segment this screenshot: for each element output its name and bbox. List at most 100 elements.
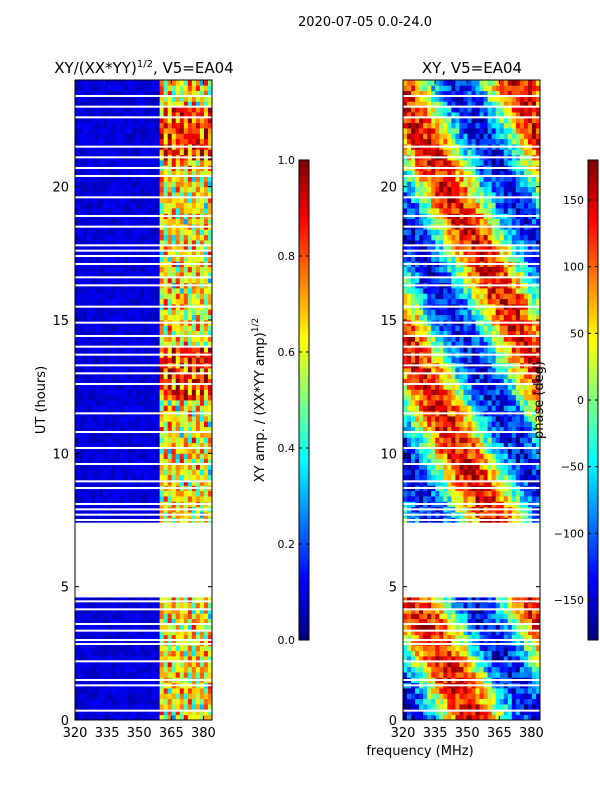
heatmap-cell — [431, 693, 436, 700]
heatmap-cell — [83, 496, 88, 502]
heatmap-cell — [167, 405, 173, 412]
heatmap-cell — [107, 186, 112, 193]
heatmap-cell — [171, 85, 177, 92]
heatmap-cell — [187, 714, 193, 721]
heatmap-cell — [199, 464, 205, 470]
x-tick-label: 350 — [127, 726, 152, 741]
heatmap-cell — [131, 192, 136, 198]
gap-line — [75, 263, 212, 265]
heatmap-cell — [163, 197, 169, 204]
heatmap-cell — [407, 634, 412, 641]
heatmap-cell — [123, 384, 128, 390]
heatmap-cell — [463, 624, 468, 630]
heatmap-cell — [463, 634, 468, 641]
heatmap-cell — [87, 192, 92, 198]
heatmap-cell — [495, 608, 501, 614]
heatmap-cell — [175, 661, 181, 668]
heatmap-cell — [143, 458, 148, 465]
heatmap-cell — [119, 346, 124, 353]
heatmap-cell — [107, 661, 112, 668]
heatmap-cell — [111, 448, 116, 454]
heatmap-cell — [499, 464, 505, 470]
heatmap-cell — [191, 192, 197, 198]
heatmap-cell — [163, 117, 169, 124]
heatmap-cell — [127, 106, 132, 113]
heatmap-cell — [519, 661, 525, 668]
heatmap-cell — [183, 149, 189, 156]
heatmap-cell — [431, 474, 436, 481]
heatmap-cell — [207, 480, 213, 486]
heatmap-cell — [171, 474, 177, 481]
heatmap-cell — [119, 597, 124, 604]
heatmap-cell — [107, 85, 112, 92]
heatmap-cell — [163, 176, 169, 182]
heatmap-cell — [115, 688, 120, 694]
heatmap-cell — [419, 602, 424, 609]
heatmap-cell — [167, 688, 173, 694]
heatmap-cell — [115, 704, 120, 710]
heatmap-cell — [167, 229, 173, 236]
heatmap-cell — [179, 464, 185, 470]
heatmap-cell — [123, 256, 128, 262]
heatmap-cell — [507, 650, 513, 657]
heatmap-cell — [163, 666, 169, 673]
heatmap-cell — [79, 240, 84, 246]
heatmap-cell — [123, 368, 128, 374]
heatmap-cell — [159, 688, 165, 694]
heatmap-cell — [107, 378, 112, 385]
heatmap-cell — [467, 464, 472, 470]
heatmap-cell — [135, 698, 140, 705]
heatmap-cell — [167, 336, 173, 342]
heatmap-cell — [187, 490, 193, 497]
heatmap-cell — [107, 138, 112, 145]
heatmap-cell — [203, 400, 209, 406]
heatmap-cell — [451, 650, 456, 657]
gap-line — [75, 608, 212, 611]
heatmap-cell — [467, 688, 472, 694]
heatmap-cell — [175, 442, 181, 449]
heatmap-cell — [99, 208, 104, 214]
heatmap-cell — [151, 373, 156, 380]
heatmap-cell — [463, 661, 468, 668]
heatmap-cell — [99, 346, 104, 353]
heatmap-cell — [163, 661, 169, 668]
heatmap-cell — [479, 656, 484, 662]
heatmap-cell — [531, 704, 537, 710]
heatmap-cell — [91, 442, 96, 449]
heatmap-cell — [139, 432, 144, 438]
heatmap-cell — [419, 661, 424, 668]
heatmap-cell — [99, 176, 104, 182]
heatmap-cell — [455, 629, 460, 636]
heatmap-cell — [207, 437, 213, 444]
heatmap-cell — [135, 458, 140, 465]
heatmap-cell — [191, 341, 197, 348]
heatmap-cell — [83, 181, 88, 188]
heatmap-cell — [155, 672, 161, 678]
heatmap-cell — [83, 176, 88, 182]
heatmap-cell — [119, 373, 124, 380]
heatmap-cell — [487, 597, 493, 604]
heatmap-cell — [203, 186, 209, 193]
heatmap-cell — [103, 480, 108, 486]
heatmap-cell — [179, 117, 185, 124]
heatmap-cell — [179, 85, 185, 92]
heatmap-cell — [163, 336, 169, 342]
heatmap-cell — [431, 624, 436, 630]
heatmap-cell — [75, 218, 80, 225]
heatmap-cell — [179, 250, 185, 257]
heatmap-cell — [111, 672, 116, 678]
heatmap-cell — [179, 298, 185, 305]
heatmap-cell — [87, 298, 92, 305]
heatmap-cell — [79, 186, 84, 193]
heatmap-cell — [463, 709, 468, 716]
heatmap-cell — [103, 170, 108, 177]
heatmap-cell — [143, 368, 148, 374]
heatmap-cell — [415, 624, 420, 630]
heatmap-cell — [183, 90, 189, 97]
heatmap-cell — [487, 618, 493, 625]
heatmap-cell — [155, 458, 161, 465]
heatmap-cell — [467, 608, 472, 614]
heatmap-cell — [139, 341, 144, 348]
heatmap-cell — [147, 613, 152, 620]
heatmap-cell — [407, 618, 412, 625]
